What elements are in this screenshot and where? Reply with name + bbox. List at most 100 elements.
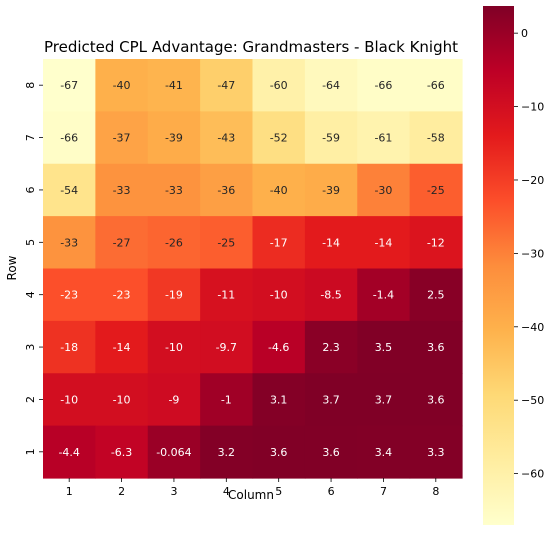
y-tick-label-3: 3 [24, 344, 37, 351]
cell-label-r1-c1: -4.4 [58, 446, 79, 459]
colorbar [483, 6, 514, 525]
heatmap-cell-r3-c5 [252, 320, 306, 374]
cell-label-r2-c2: -10 [113, 393, 131, 406]
cell-label-r2-c6: 3.7 [322, 393, 340, 406]
colorbar-tick-label: −60 [521, 468, 544, 481]
cell-label-r6-c6: -39 [322, 184, 340, 197]
cell-label-r5-c3: -26 [165, 236, 183, 249]
heatmap-cell-r8-c3 [147, 59, 201, 112]
cell-label-r4-c6: -8.5 [320, 289, 341, 302]
heatmap-cell-labels: -67 -40 -41 -47 -60 -64 -66 -66 -66 -37 -39 -43 -52 -… [58, 79, 444, 459]
cell-label-r6-c8: -25 [427, 184, 445, 197]
heatmap-cell-r8-c7 [357, 59, 411, 112]
cell-label-r4-c7: -1.4 [373, 289, 394, 302]
heatmap-cell-r7-c3 [147, 111, 201, 165]
cell-label-r7-c2: -37 [113, 132, 131, 145]
cell-label-r6-c4: -36 [217, 184, 235, 197]
heatmap-cell-r5-c4 [200, 216, 254, 270]
cell-label-r8-c2: -40 [113, 79, 131, 92]
heatmap-cell-r8-c2 [95, 59, 149, 112]
heatmap-cell-r8-c4 [200, 59, 254, 112]
cell-label-r3-c2: -14 [113, 341, 131, 354]
heatmap-cell-r4-c5 [252, 268, 306, 322]
heatmap-cell-r2-c5 [252, 373, 306, 427]
heatmap-cell-r8-c1 [43, 59, 96, 112]
x-tick-label-6: 6 [328, 485, 335, 498]
heatmap-cell-r8-c5 [252, 59, 306, 112]
heatmap-cell-r8-c6 [304, 59, 358, 112]
cell-label-r6-c1: -54 [60, 184, 78, 197]
heatmap-cell-r6-c7 [357, 163, 411, 217]
heatmap-cell-r2-c7 [357, 373, 411, 427]
heatmap-cell-r5-c2 [95, 216, 149, 270]
cell-label-r1-c2: -6.3 [111, 446, 132, 459]
heatmap-cell-r7-c6 [304, 111, 358, 165]
cell-label-r1-c8: 3.3 [427, 446, 445, 459]
colorbar-tick-label: −40 [521, 321, 544, 334]
cell-label-r8-c3: -41 [165, 79, 183, 92]
heatmap-cell-r1-c6 [304, 425, 358, 479]
heatmap-cell-r4-c7 [357, 268, 411, 322]
colorbar-tick-label: −30 [521, 247, 544, 260]
heatmap-cell-r3-c7 [357, 320, 411, 374]
heatmap-cell-r4-c6 [304, 268, 358, 322]
x-tick-label-5: 5 [275, 485, 282, 498]
cell-label-r8-c6: -64 [322, 79, 340, 92]
heatmap-cell-r6-c4 [200, 163, 254, 217]
heatmap-cell-r4-c1 [43, 268, 96, 322]
cell-label-r1-c7: 3.4 [375, 446, 393, 459]
cell-label-r1-c4: 3.2 [218, 446, 236, 459]
cell-label-r7-c5: -52 [270, 132, 288, 145]
heatmap-cell-r5-c5 [252, 216, 306, 270]
heatmap-cell-r1-c1 [43, 425, 96, 479]
cell-label-r2-c7: 3.7 [375, 393, 393, 406]
heatmap-cell-r3-c2 [95, 320, 149, 374]
cell-label-r3-c4: -9.7 [216, 341, 237, 354]
cell-label-r4-c8: 2.5 [427, 289, 445, 302]
heatmap-cell-r5-c8 [409, 216, 463, 270]
heatmap-cell-r7-c4 [200, 111, 254, 165]
cell-label-r2-c3: -9 [168, 393, 179, 406]
heatmap-cell-r1-c7 [357, 425, 411, 479]
y-axis-label: Row [5, 255, 19, 280]
cell-label-r6-c2: -33 [113, 184, 131, 197]
heatmap-cell-r4-c2 [95, 268, 149, 322]
x-tick-label-3: 3 [170, 485, 177, 498]
heatmap-cell-r7-c5 [252, 111, 306, 165]
y-tick-label-8: 8 [24, 82, 37, 89]
heatmap-cell-r3-c3 [147, 320, 201, 374]
heatmap-cell-r4-c3 [147, 268, 201, 322]
heatmap-cell-r3-c6 [304, 320, 358, 374]
heatmap-cell-r4-c4 [200, 268, 254, 322]
cell-label-r3-c6: 2.3 [322, 341, 340, 354]
heatmap-cell-r6-c5 [252, 163, 306, 217]
cell-label-r8-c5: -60 [270, 79, 288, 92]
x-tick-label-7: 7 [380, 485, 387, 498]
heatmap-cell-r5-c3 [147, 216, 201, 270]
cell-label-r7-c6: -59 [322, 132, 340, 145]
x-tick-label-4: 4 [223, 485, 230, 498]
y-axis: 8 7 6 5 4 3 2 1 [24, 82, 43, 455]
cell-label-r4-c5: -10 [270, 289, 288, 302]
cell-label-r6-c3: -33 [165, 184, 183, 197]
heatmap-cell-r2-c4 [200, 373, 254, 427]
y-tick-label-7: 7 [24, 134, 37, 141]
cell-label-r5-c4: -25 [217, 236, 235, 249]
heatmap-cells [43, 59, 463, 479]
cell-label-r1-c3: -0.064 [156, 446, 191, 459]
heatmap-cell-r5-c6 [304, 216, 358, 270]
heatmap-cell-r7-c8 [409, 111, 463, 165]
x-tick-label-8: 8 [432, 485, 439, 498]
heatmap-cell-r2-c2 [95, 373, 149, 427]
cell-label-r3-c8: 3.6 [427, 341, 445, 354]
cell-label-r2-c1: -10 [60, 393, 78, 406]
cell-label-r6-c5: -40 [270, 184, 288, 197]
colorbar-tick-label: −20 [521, 174, 544, 187]
heatmap-cell-r6-c2 [95, 163, 149, 217]
cell-label-r6-c7: -30 [374, 184, 392, 197]
heatmap-cell-r3-c1 [43, 320, 96, 374]
heatmap-cell-r6-c3 [147, 163, 201, 217]
cell-label-r4-c4: -11 [217, 289, 235, 302]
cell-label-r5-c6: -14 [322, 236, 340, 249]
cell-label-r2-c8: 3.6 [427, 393, 445, 406]
